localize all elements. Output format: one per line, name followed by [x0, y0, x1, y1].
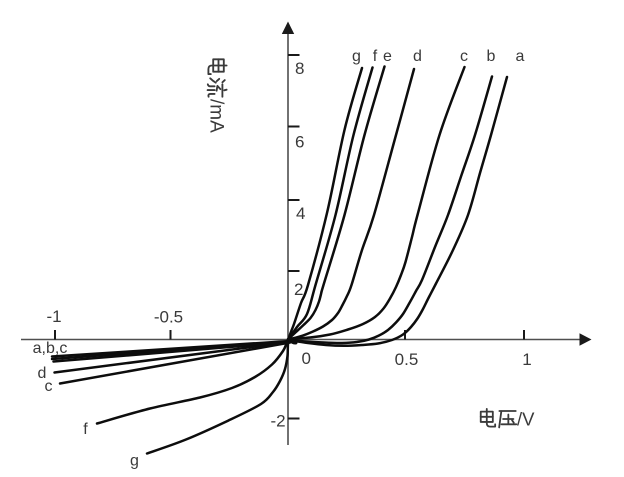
svg-text:6: 6 [295, 133, 304, 152]
svg-text:c: c [460, 48, 468, 65]
svg-text:g: g [352, 48, 361, 65]
svg-text:e: e [383, 48, 392, 65]
svg-text:-2: -2 [271, 412, 286, 431]
svg-text:2: 2 [294, 280, 303, 299]
svg-text:/V: /V [517, 409, 535, 430]
svg-text:0: 0 [302, 349, 311, 368]
svg-text:-0.5: -0.5 [154, 308, 183, 327]
svg-text:b: b [487, 48, 496, 65]
svg-text:4: 4 [296, 204, 305, 223]
svg-text:d: d [38, 365, 47, 382]
svg-text:f: f [83, 421, 88, 438]
svg-text:d: d [413, 48, 422, 65]
svg-text:/mA: /mA [205, 99, 226, 133]
svg-text:-1: -1 [46, 307, 61, 326]
svg-text:c: c [45, 378, 53, 395]
svg-text:0.5: 0.5 [395, 350, 419, 369]
svg-text:8: 8 [295, 59, 304, 78]
svg-text:a: a [516, 48, 525, 65]
svg-text:g: g [130, 453, 139, 470]
svg-text:1: 1 [522, 350, 531, 369]
svg-text:a,b,c: a,b,c [33, 340, 68, 357]
svg-text:f: f [373, 48, 378, 65]
